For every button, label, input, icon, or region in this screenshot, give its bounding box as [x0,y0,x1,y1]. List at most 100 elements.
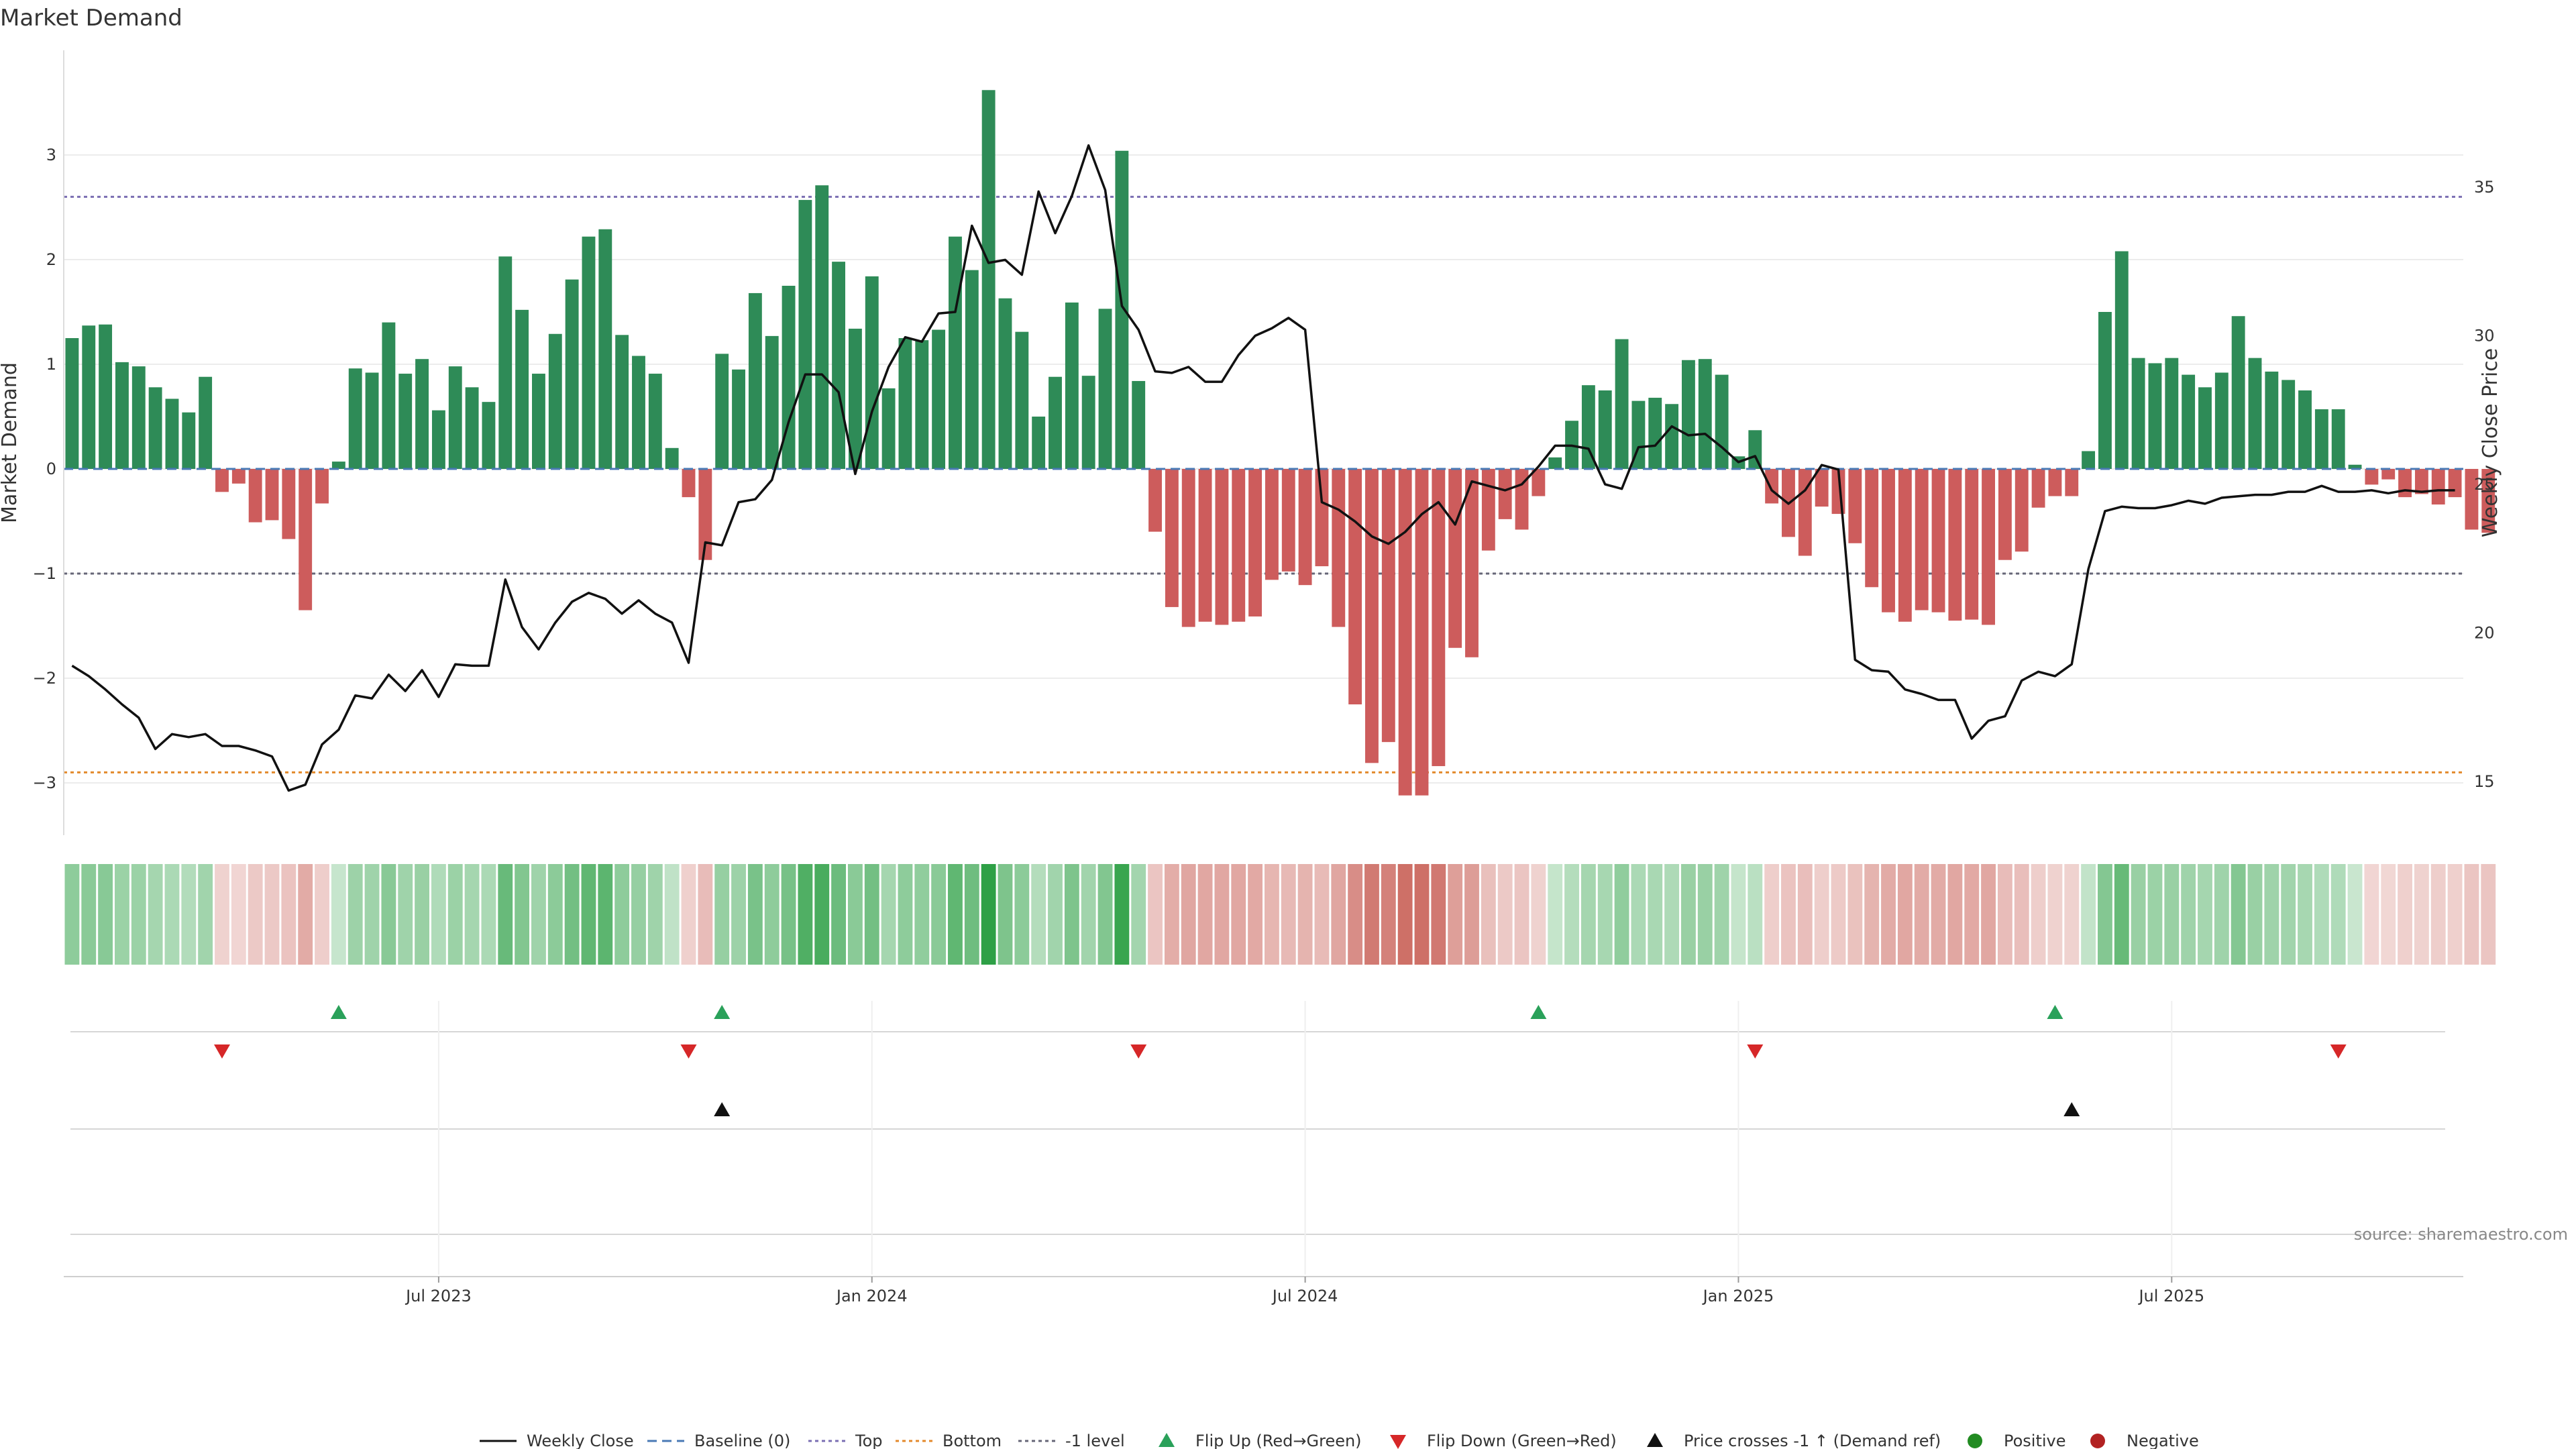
demand-bar [881,388,896,469]
heat-cell [315,864,329,965]
heat-cell [215,864,229,965]
legend-item: Flip Up (Red→Green) [1159,1432,1362,1449]
x-tick-label: Jul 2023 [405,1287,472,1305]
demand-bar [832,262,846,469]
heat-cell [2364,864,2379,965]
heat-cell [81,864,97,965]
demand-bar [965,270,979,469]
demand-bar [648,374,662,469]
demand-bar [1498,469,1512,519]
legend-swatch [1968,1434,1982,1448]
demand-bar [1798,469,1812,556]
y-tick-label: 1 [46,355,56,374]
demand-bar [398,374,413,469]
legend-item: Positive [1968,1432,2066,1449]
heat-cell [1231,864,1246,965]
demand-bar [615,335,629,469]
heat-cell [281,864,297,965]
heat-cell [1897,864,1913,965]
heat-cell [2447,864,2463,965]
legend-label: Top [855,1432,883,1449]
heat-cell [1081,864,1096,965]
heat-cell [1181,864,1196,965]
legend-label: Price crosses -1 ↑ (Demand ref) [1684,1432,1941,1449]
demand-bar [115,362,129,469]
demand-bar [1665,404,1679,469]
demand-bar [99,324,113,469]
heat-cell [415,864,429,965]
demand-bar [665,447,679,469]
demand-bar [2198,387,2212,469]
demand-bar [2481,469,2496,533]
heat-cell [1847,864,1863,965]
demand-bar [1882,469,1895,612]
heat-cell [1914,864,1929,965]
demand-bar [2398,469,2412,498]
heat-cell [2047,864,2063,965]
heat-cell [1564,864,1579,965]
heat-cell [2398,864,2412,965]
demand-heatmap-strip [64,864,2496,965]
demand-bar [1681,360,1695,469]
flip-down-marker [2330,1044,2347,1059]
flip-down-marker [1747,1044,1764,1059]
heat-cell [181,864,197,965]
price-cross-marker [714,1102,731,1116]
demand-bar [515,309,529,469]
heat-cell [898,864,913,965]
heat-cell [2330,864,2346,965]
legend-label: Baseline (0) [694,1432,790,1449]
heat-cell [431,864,446,965]
demand-bar [1198,469,1212,622]
demand-bar [1015,331,1029,469]
legend-item: Flip Down (Green→Red) [1390,1432,1617,1449]
heat-cell [1514,864,1529,965]
demand-bar [2381,469,2396,480]
legend-label: Negative [2127,1432,2199,1449]
heat-cell [1748,864,1763,965]
heat-cell [2181,864,2196,965]
demand-bar [415,359,429,469]
heat-cell [464,864,480,965]
demand-bar [1898,469,1912,622]
demand-bar [1132,380,1146,469]
heat-cell [2214,864,2229,965]
demand-bar [299,469,313,610]
demand-bar [532,374,545,469]
demand-bar [1381,469,1395,743]
demand-bar [632,356,645,469]
heat-cell [1064,864,1079,965]
heat-cell [2114,864,2129,965]
heat-cell [2430,864,2446,965]
heat-cell [798,864,813,965]
heat-cell [148,864,163,965]
heat-cell [364,864,380,965]
demand-bar [1748,430,1762,469]
demand-bar [2148,363,2162,469]
heat-cell [198,864,213,965]
heat-cell [2381,864,2396,965]
demand-bar [1281,469,1295,572]
demand-bar [2265,371,2279,469]
heat-cell [847,864,863,965]
demand-bar [1698,359,1712,469]
heat-cell [331,864,346,965]
heat-cell [1731,864,1746,965]
heat-cell [781,864,796,965]
demand-bar [2248,358,2262,469]
y-tick-label: 2 [46,250,56,269]
heat-cell [2314,864,2329,965]
heat-cell [1448,864,1463,965]
legend-swatch [2090,1434,2105,1448]
heat-cell [1097,864,1113,965]
heat-cell [1381,864,1396,965]
heat-cell [1164,864,1179,965]
demand-bar [1915,469,1929,610]
heat-cell [864,864,879,965]
demand-bar [1982,469,1995,625]
y-axis-title: Market Demand [0,362,21,523]
demand-bar [898,338,912,469]
demand-bar [1448,469,1462,648]
demand-bar [1765,469,1779,504]
heat-cell [2147,864,2163,965]
